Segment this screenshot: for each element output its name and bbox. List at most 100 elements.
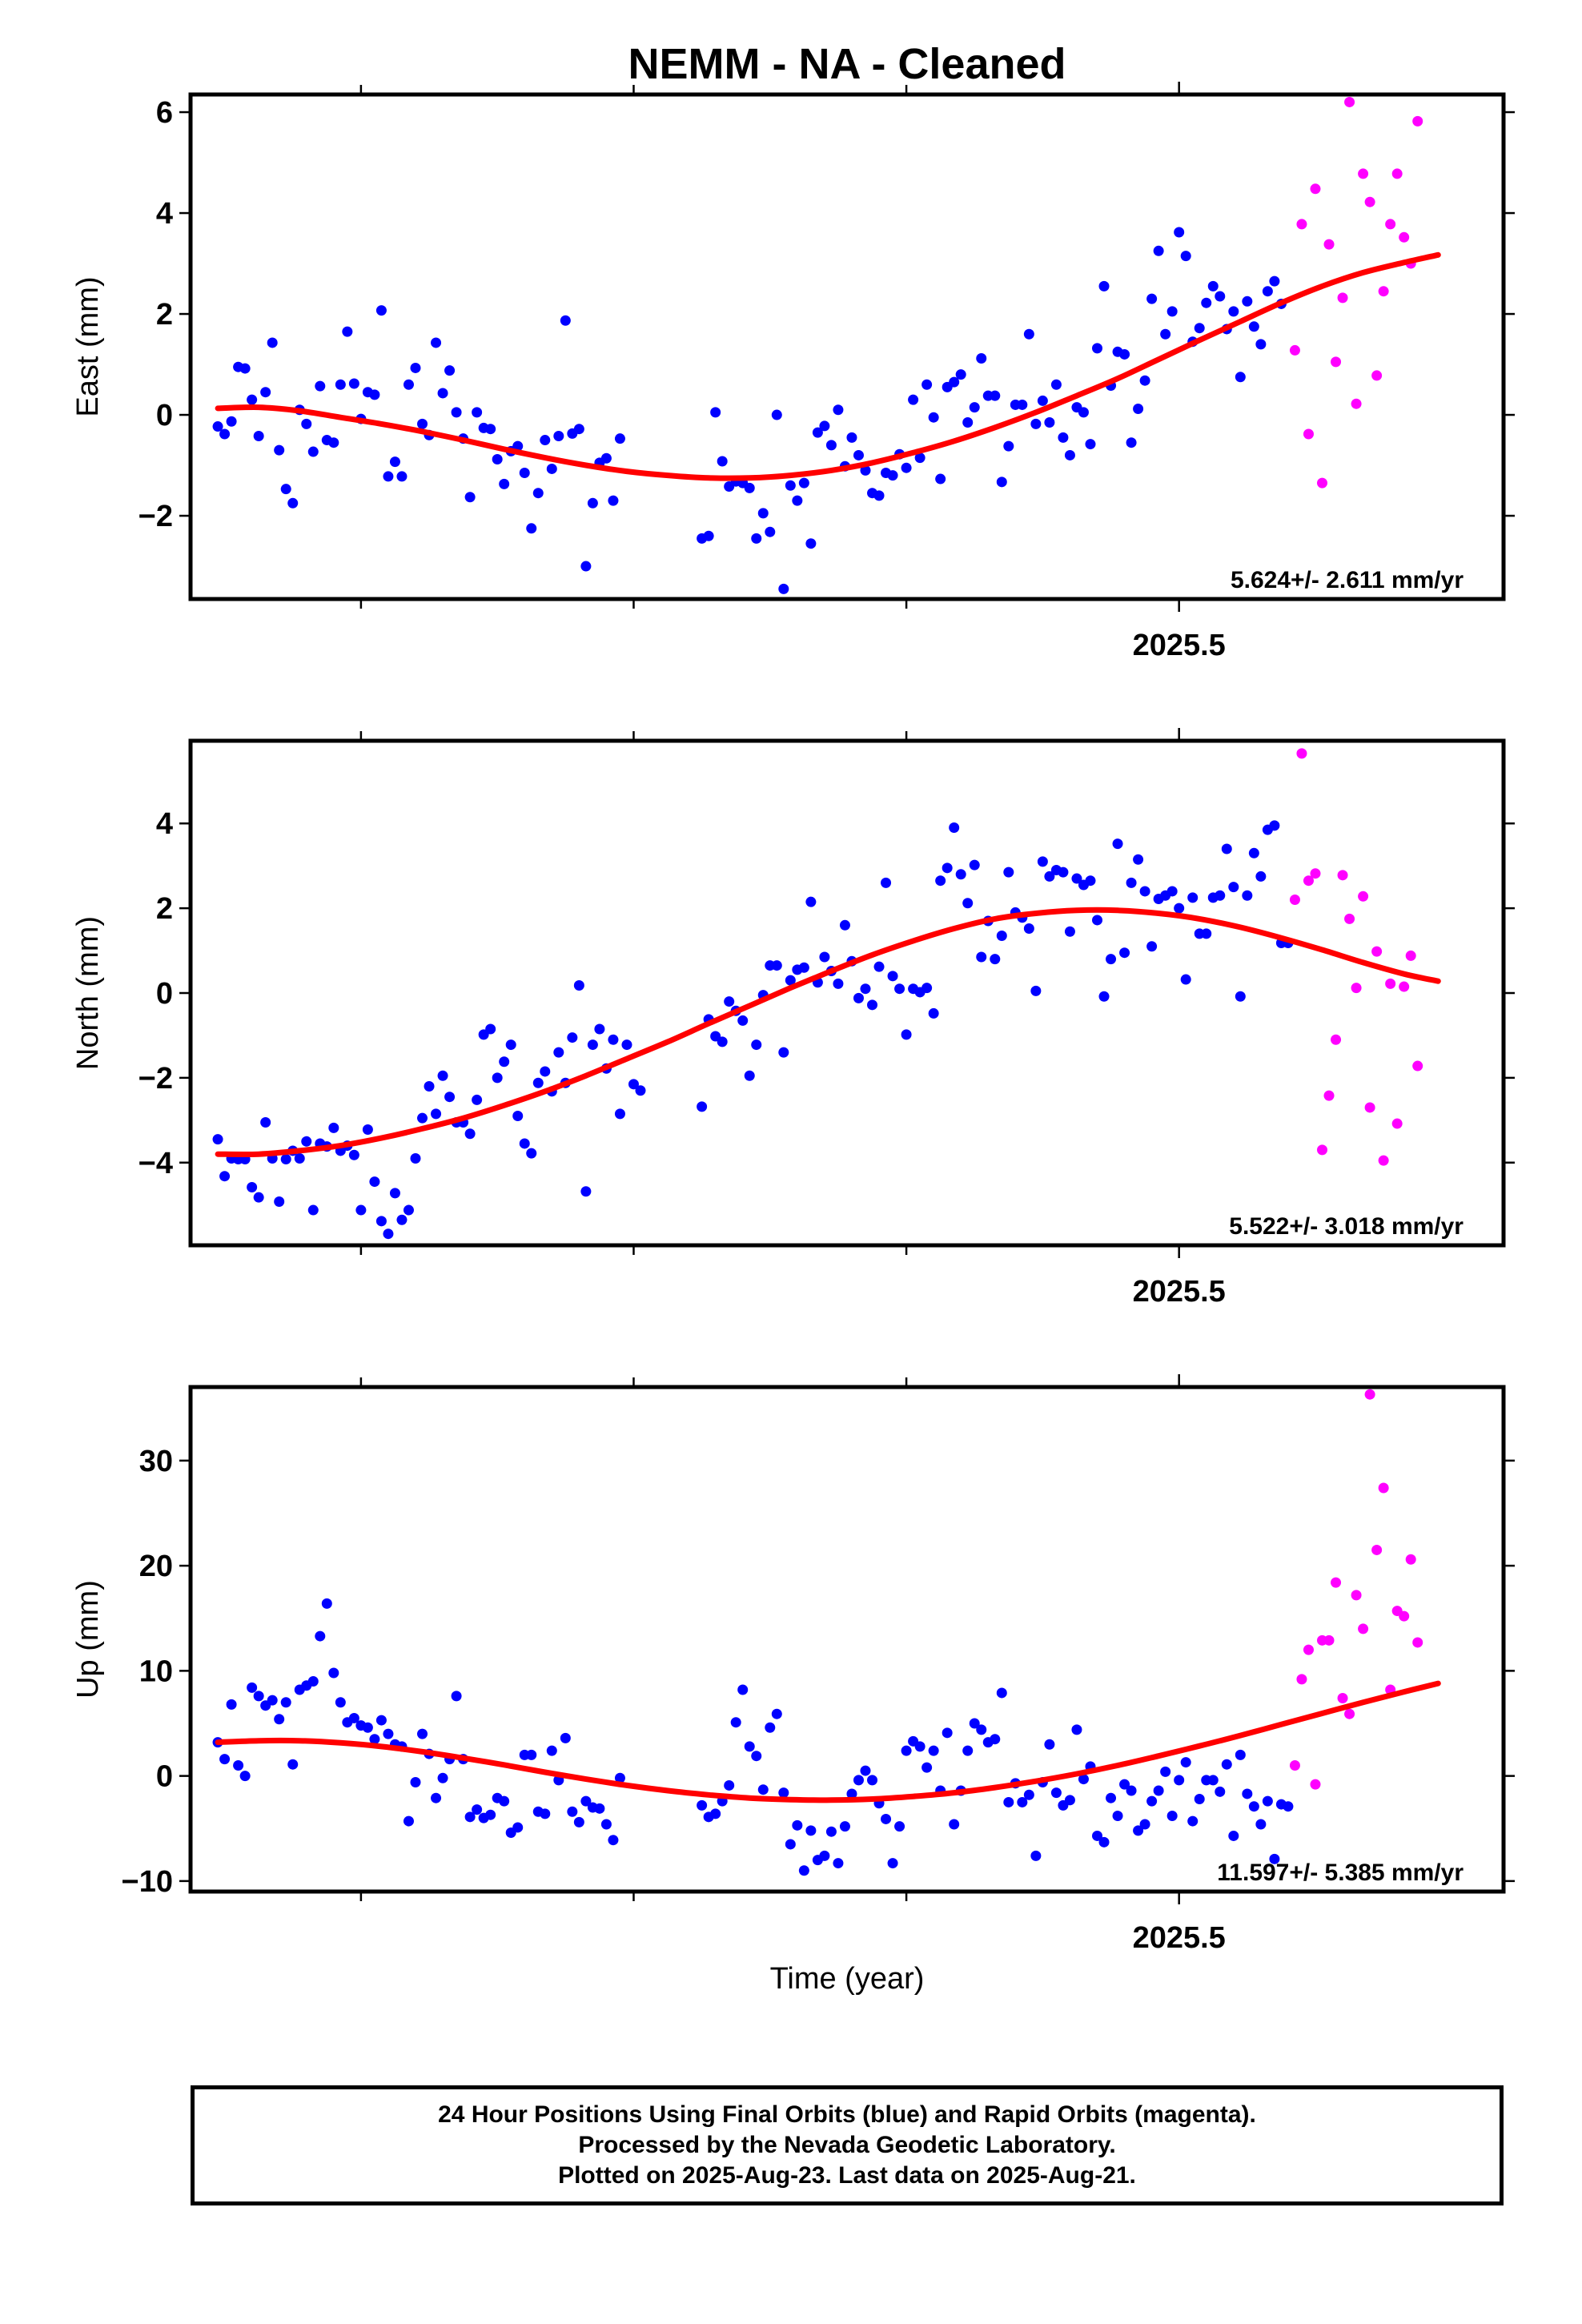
- east-final-orbit-point: [853, 449, 864, 460]
- east-final-orbit-point: [532, 488, 544, 499]
- up-final-orbit-point: [362, 1722, 373, 1733]
- north-final-orbit-point: [949, 822, 960, 834]
- east-final-orbit-point: [976, 352, 987, 364]
- east-final-orbit-point: [1269, 275, 1280, 287]
- east-final-orbit-point: [860, 464, 871, 476]
- north-final-orbit-point: [785, 975, 796, 986]
- up-rapid-orbit-point: [1399, 1610, 1410, 1622]
- east-final-orbit-point: [921, 379, 933, 390]
- north-final-orbit-point: [1092, 915, 1103, 926]
- footer-line-plotted: Plotted on 2025-Aug-23. Last data on 202…: [558, 2162, 1136, 2189]
- up-final-orbit-point: [417, 1728, 428, 1739]
- east-rapid-orbit-point: [1364, 196, 1375, 207]
- east-rapid-orbit-point: [1399, 231, 1410, 243]
- up-final-orbit-point: [1139, 1819, 1150, 1830]
- north-final-orbit-point: [894, 983, 905, 995]
- north-final-orbit-point: [921, 983, 933, 994]
- east-final-orbit-point: [1207, 280, 1219, 292]
- up-final-orbit-point: [928, 1745, 939, 1756]
- north-rapid-orbit-point: [1364, 1102, 1375, 1113]
- east-final-orbit-point: [1085, 439, 1096, 450]
- up-final-orbit-point: [321, 1598, 332, 1609]
- east-final-orbit-point: [389, 456, 400, 468]
- up-final-orbit-point: [1023, 1789, 1034, 1800]
- east-final-orbit-point: [1064, 449, 1075, 460]
- up-final-orbit-point: [730, 1717, 741, 1728]
- up-final-orbit-point: [369, 1734, 380, 1745]
- east-rapid-orbit-point: [1385, 219, 1396, 230]
- north-final-orbit-point: [1269, 820, 1280, 831]
- east-final-orbit-point: [315, 380, 326, 392]
- up-final-orbit-point: [737, 1684, 749, 1695]
- north-final-orbit-point: [540, 1066, 551, 1077]
- up-final-orbit-point: [881, 1813, 892, 1824]
- east-rapid-orbit-point: [1289, 344, 1300, 356]
- north-final-orbit-point: [375, 1216, 387, 1227]
- north-final-orbit-point: [417, 1112, 428, 1124]
- east-y-tick-label: 2: [156, 298, 173, 332]
- up-final-orbit-point: [328, 1667, 339, 1679]
- north-final-orbit-point: [567, 1032, 578, 1043]
- east-final-orbit-point: [1044, 417, 1055, 428]
- up-rapid-orbit-point: [1310, 1779, 1321, 1790]
- up-final-orbit-point: [1221, 1759, 1232, 1770]
- up-rapid-orbit-point: [1351, 1590, 1362, 1601]
- east-rapid-orbit-point: [1344, 96, 1355, 107]
- up-x-tick-label: 2025.5: [1133, 1921, 1226, 1955]
- north-final-orbit-point: [853, 992, 864, 1003]
- east-final-orbit-point: [342, 326, 353, 337]
- north-final-orbit-point: [969, 859, 980, 870]
- up-final-orbit-point: [239, 1771, 251, 1782]
- up-final-orbit-point: [403, 1815, 414, 1827]
- east-final-orbit-point: [833, 404, 844, 416]
- up-final-orbit-point: [1133, 1825, 1144, 1836]
- north-final-orbit-point: [771, 960, 782, 971]
- east-final-orbit-point: [785, 480, 796, 491]
- north-final-orbit-point: [744, 1070, 755, 1081]
- north-rapid-orbit-point: [1303, 875, 1314, 887]
- east-final-orbit-point: [335, 379, 346, 390]
- north-final-orbit-point: [1098, 991, 1110, 1002]
- up-fit-curve: [215, 1680, 1441, 1803]
- east-final-orbit-point: [955, 369, 966, 380]
- east-final-orbit-point: [778, 583, 789, 594]
- up-final-orbit-point: [785, 1839, 796, 1850]
- up-final-orbit-point: [969, 1718, 980, 1729]
- north-rapid-orbit-point: [1331, 1034, 1342, 1045]
- x-axis-label: Time (year): [770, 1962, 925, 1996]
- north-final-orbit-point: [526, 1148, 537, 1159]
- north-final-orbit-point: [1003, 866, 1014, 878]
- north-final-orbit-point: [348, 1149, 359, 1160]
- up-final-orbit-point: [1255, 1819, 1267, 1830]
- north-rapid-orbit-point: [1289, 895, 1300, 906]
- up-final-orbit-point: [485, 1809, 496, 1820]
- north-final-orbit-point: [751, 1039, 762, 1051]
- north-final-orbit-point: [383, 1228, 394, 1240]
- up-final-orbit-point: [1283, 1801, 1294, 1812]
- north-rapid-orbit-point: [1344, 913, 1355, 924]
- north-final-orbit-point: [996, 931, 1007, 942]
- east-final-orbit-point: [744, 482, 755, 493]
- up-final-orbit-point: [1262, 1795, 1273, 1807]
- up-final-orbit-point: [348, 1712, 359, 1723]
- north-final-orbit-point: [301, 1136, 312, 1147]
- east-rapid-orbit-point: [1378, 286, 1389, 297]
- east-final-orbit-point: [1092, 343, 1103, 354]
- east-final-orbit-point: [600, 452, 612, 464]
- east-y-tick-label: 0: [156, 399, 173, 432]
- up-final-orbit-point: [724, 1779, 735, 1791]
- up-final-orbit-point: [1269, 1853, 1280, 1864]
- east-final-orbit-point: [226, 416, 237, 427]
- up-final-orbit-point: [798, 1865, 809, 1876]
- up-final-orbit-point: [335, 1697, 346, 1708]
- north-rapid-orbit-point: [1378, 1155, 1389, 1166]
- east-final-orbit-point: [328, 437, 339, 448]
- north-final-orbit-point: [485, 1023, 496, 1035]
- north-final-orbit-point: [1133, 854, 1144, 865]
- north-final-orbit-point: [697, 1101, 708, 1112]
- north-final-orbit-point: [472, 1094, 483, 1105]
- north-final-orbit-point: [928, 1007, 939, 1019]
- east-rapid-orbit-point: [1310, 183, 1321, 195]
- north-final-orbit-point: [955, 869, 966, 880]
- north-final-orbit-point: [1215, 890, 1226, 901]
